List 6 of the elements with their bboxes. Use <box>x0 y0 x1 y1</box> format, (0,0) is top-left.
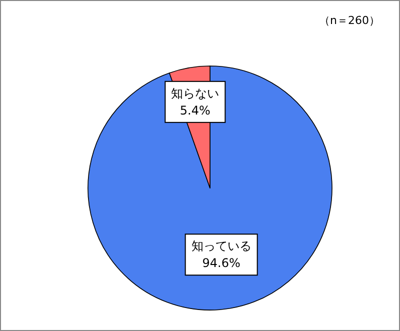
data-label: 94.6% <box>202 256 240 270</box>
slice-label: 知っている <box>191 239 252 254</box>
text: （n＝260） <box>319 14 380 27</box>
data-label: 5.4% <box>180 103 210 118</box>
slice-label: 知らない <box>171 86 220 100</box>
pie-slice <box>88 66 332 310</box>
